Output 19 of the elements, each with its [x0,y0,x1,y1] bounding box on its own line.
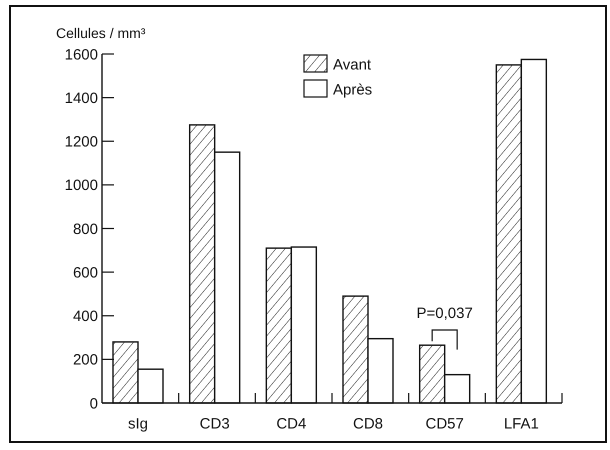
y-tick-label: 1200 [64,134,98,150]
y-tick-label: 1000 [64,177,98,194]
y-axis-title: Cellules / mm³ [56,25,146,41]
x-tick-label: LFA1 [504,415,539,432]
annotation: P=0,037 [416,305,473,322]
y-tick-label: 600 [72,264,98,282]
y-tick-label: 400 [72,308,98,325]
x-tick-label: sIg [128,415,148,432]
y-tick-label: 200 [72,352,98,369]
y-tick-label: 800 [72,220,98,238]
legend-label: Avant [333,56,372,74]
y-tick-label: 1400 [64,90,98,107]
x-tick-label: CD8 [352,415,384,432]
legend-label: Après [333,81,372,98]
x-tick-label: CD4 [276,415,306,432]
x-tick-label: CD57 [425,415,464,432]
y-tick-label: 1600 [64,46,98,64]
y-tick-label: 0 [90,395,98,412]
x-tick-label: CD3 [200,415,230,432]
